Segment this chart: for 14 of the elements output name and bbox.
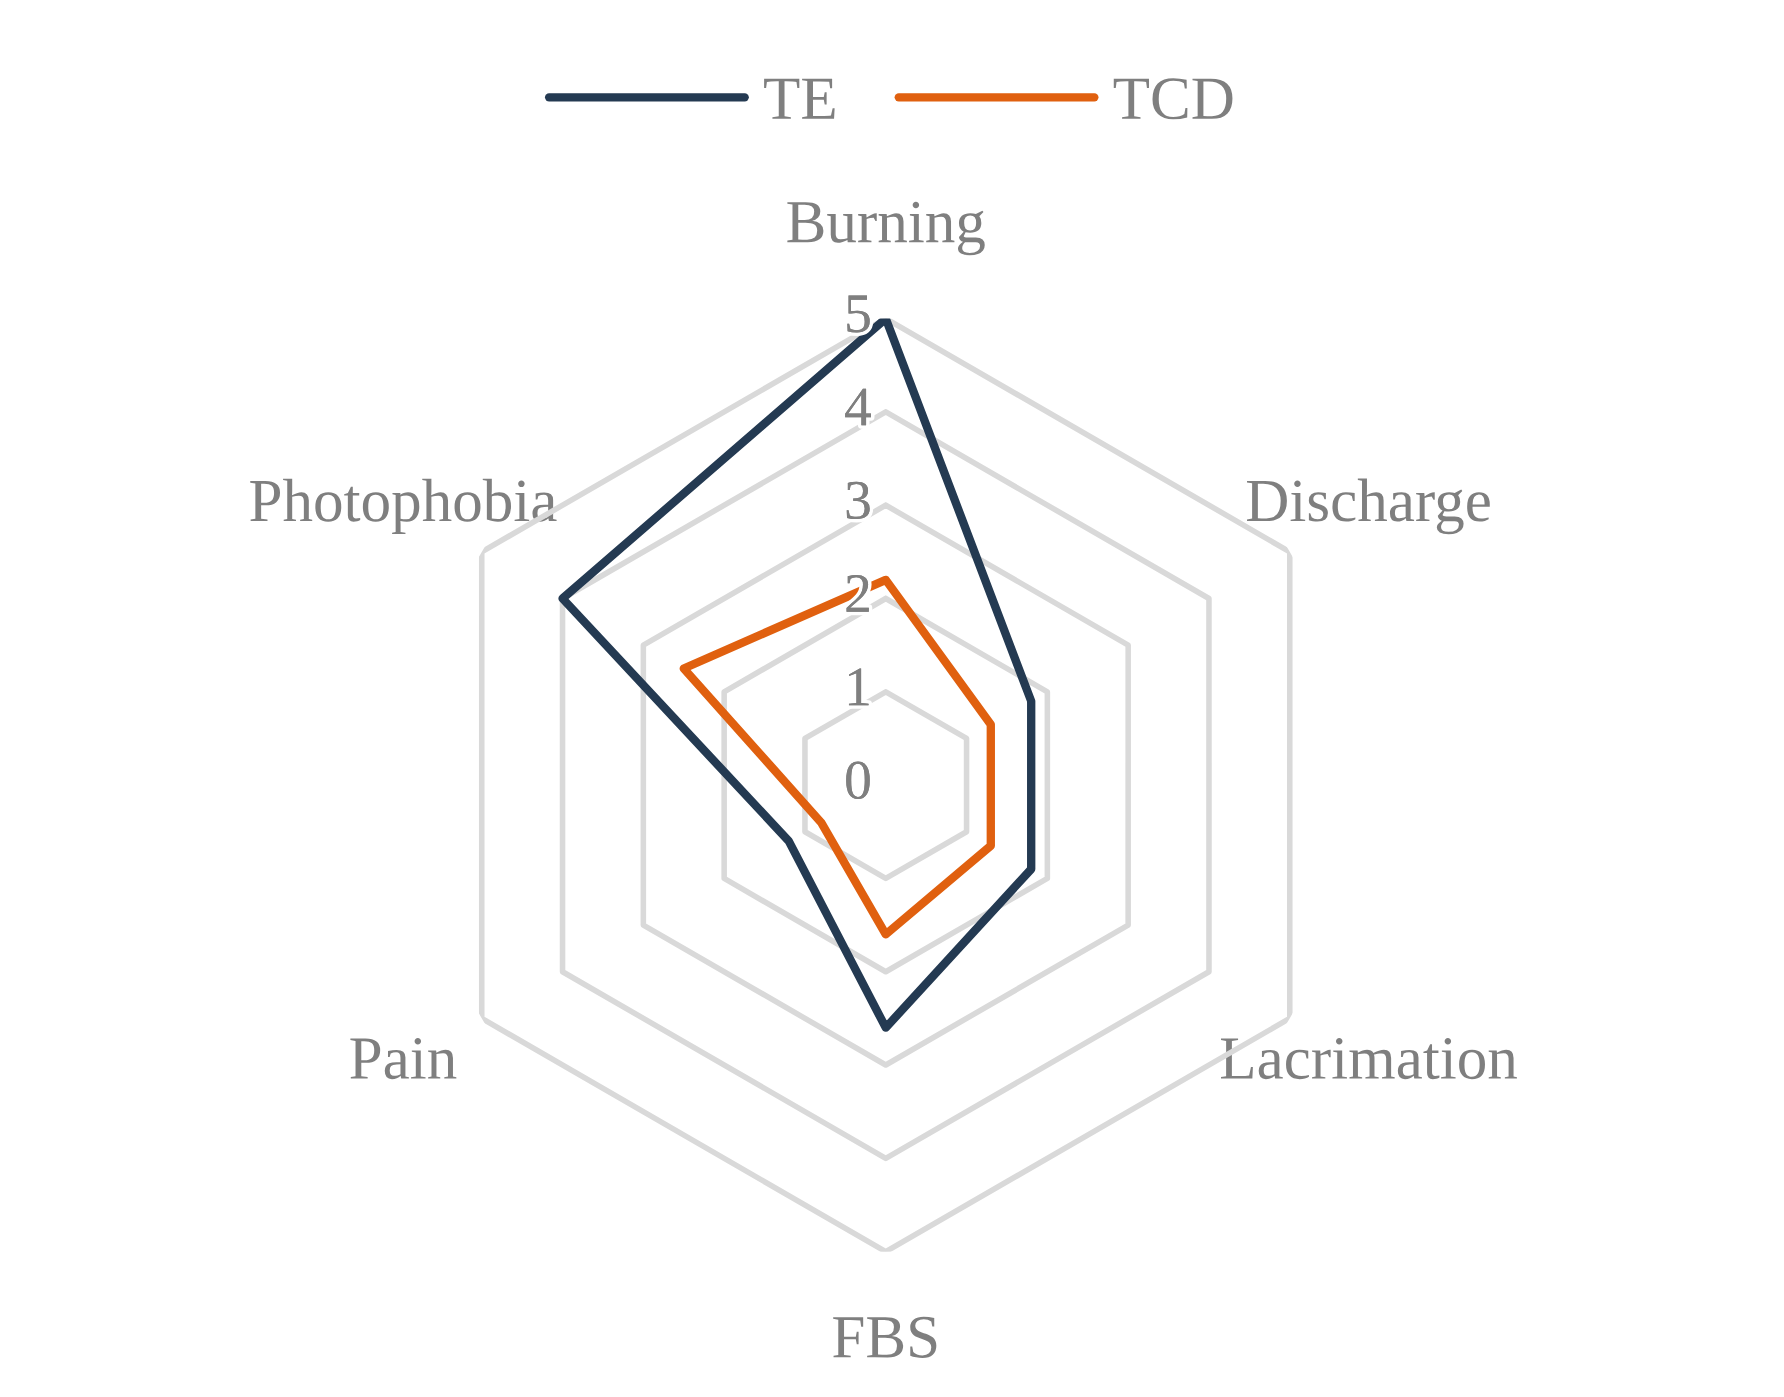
spoke-label: FBS xyxy=(833,1316,937,1358)
y-tick-label: 2 xyxy=(846,575,869,612)
legend-label: TCD xyxy=(1113,78,1233,120)
y-tick-label: 5 xyxy=(847,295,870,333)
spoke-label: Burning xyxy=(787,201,985,256)
spoke-label: Pain xyxy=(350,1038,457,1080)
y-tick-label: 0 xyxy=(846,761,870,800)
y-tick-label: 3 xyxy=(846,481,870,520)
y-tick-label: 1 xyxy=(848,668,869,706)
legend-label: TE xyxy=(764,78,835,119)
spoke-label: Photophobia xyxy=(250,478,557,535)
spoke-label: Lacrimation xyxy=(1221,1038,1517,1080)
y-tick-label: 4 xyxy=(845,388,871,426)
spoke-label: Discharge xyxy=(1246,478,1490,535)
